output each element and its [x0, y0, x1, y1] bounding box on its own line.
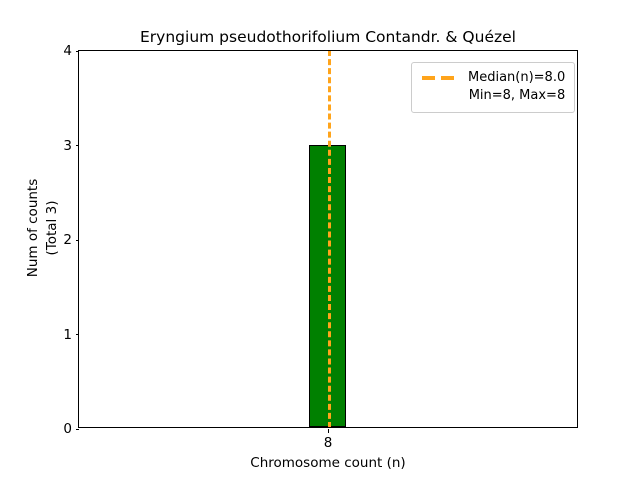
legend-minmax-label: Min=8, Max=8	[468, 88, 566, 103]
ytick-mark	[75, 50, 79, 52]
chart-legend: Median(n)=8.0 Min=8, Max=8	[411, 62, 576, 113]
ytick-mark	[75, 239, 79, 241]
ytick-label: 0	[63, 421, 72, 437]
dashed-line-icon	[421, 72, 459, 84]
plot-inner	[79, 51, 577, 427]
plot-area: 0 1 2 3 4 8 Median(	[63, 43, 578, 451]
ytick-label: 4	[63, 43, 72, 59]
legend-entry-minmax: Min=8, Max=8	[421, 87, 566, 105]
ytick-mark	[75, 334, 79, 336]
legend-entry-median: Median(n)=8.0	[421, 69, 565, 87]
ytick-label: 1	[63, 326, 72, 343]
xtick-label: 8	[323, 435, 333, 451]
xtick-mark	[327, 429, 329, 433]
ytick-label: 2	[63, 232, 72, 248]
chart-title: Eryngium pseudothorifolium Contandr. & Q…	[140, 28, 516, 46]
median-line	[328, 51, 331, 427]
ytick-label: 3	[63, 137, 72, 154]
ytick-mark	[75, 145, 79, 147]
y-axis-label: Num of counts (Total 3)	[24, 39, 62, 417]
y-axis-label-line2: (Total 3)	[44, 200, 60, 256]
ytick-mark	[75, 428, 79, 430]
bar-chromosome-8	[309, 145, 346, 427]
x-axis-label: Chromosome count (n)	[250, 455, 406, 471]
y-axis-label-line1: Num of counts	[25, 178, 41, 278]
legend-median-label: Median(n)=8.0	[468, 70, 566, 85]
